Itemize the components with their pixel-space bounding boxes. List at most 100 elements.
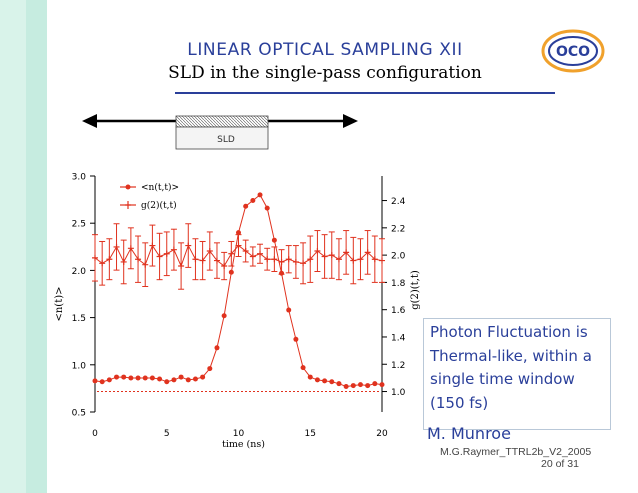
footer-text: M.G.Raymer_TTRL2b_V2_2005 [440, 446, 592, 458]
n-point [99, 379, 105, 385]
n-point [336, 381, 342, 387]
right-tick-label: 1.0 [391, 388, 406, 398]
n-point [300, 365, 306, 371]
n-point [192, 376, 198, 382]
g2-point [328, 252, 335, 259]
g2-point [307, 256, 314, 263]
sld-arrow-right-head [343, 114, 358, 128]
n-point [214, 345, 220, 351]
n-point [200, 374, 206, 380]
g2-point [92, 254, 98, 261]
g2-point [221, 263, 228, 270]
sld-diagram: SLD [82, 114, 358, 150]
g2-point [249, 253, 256, 260]
g2-point [350, 257, 357, 264]
n-point [142, 375, 148, 381]
n-point [114, 374, 120, 380]
x-axis-label: time (ns) [222, 439, 265, 450]
n-point [250, 198, 256, 204]
left-tick-label: 0.5 [72, 409, 86, 419]
g2-point [335, 256, 342, 263]
legend-label-g2: g(2)(t,t) [141, 200, 177, 211]
n-point [357, 382, 363, 388]
right-tick-label: 1.2 [391, 361, 405, 371]
oco-logo: OCO [541, 29, 605, 73]
left-tick-label: 2.5 [72, 220, 86, 230]
legend-label-n: <n(t,t)> [141, 182, 179, 193]
logo-text: OCO [556, 44, 590, 60]
n-point [171, 377, 177, 383]
g2-point [228, 250, 235, 257]
g2-point [371, 256, 378, 263]
n-point [106, 377, 112, 383]
g2-point [135, 256, 142, 263]
legend-marker-n [125, 184, 131, 190]
g2-point [106, 256, 113, 263]
n-point [92, 378, 98, 384]
legend-marker-g2 [125, 201, 131, 209]
g2-point [178, 263, 185, 270]
n-point [372, 381, 378, 387]
n-point [293, 336, 299, 342]
n-point [149, 375, 155, 381]
g2-point [271, 256, 278, 263]
n-point [207, 366, 213, 372]
x-tick-label: 5 [164, 429, 170, 439]
slide-title: LINEAR OPTICAL SAMPLING XII [187, 40, 463, 60]
g2-point [364, 249, 371, 256]
n-point [322, 378, 328, 384]
n-point [264, 205, 270, 211]
sld-arrow-left-head [82, 114, 97, 128]
n-point [221, 313, 227, 319]
g2-point [206, 248, 213, 255]
g2-point [379, 257, 385, 264]
g2-point [185, 242, 192, 249]
g2-point [99, 260, 106, 267]
right-axis-label: g(2)(t,t) [410, 270, 421, 310]
n-point [307, 374, 313, 380]
g2-point [264, 256, 271, 263]
plot-area: 0.5 1.0 1.5 2.0 2.5 3.0 1.0 1.2 1.4 1.6 1.8 2.0 2.2 2… [54, 173, 421, 451]
n-point [314, 377, 320, 383]
left-axis-label: <n(t)> [54, 286, 65, 321]
note-box: Photon Fluctuation is Thermal-like, with… [423, 318, 611, 430]
n-point [379, 382, 385, 388]
sld-device-top [175, 115, 269, 128]
g2-point [149, 242, 156, 249]
n-point [329, 379, 335, 385]
sld-device-body [175, 126, 269, 150]
g2-point [343, 249, 350, 256]
g2-point [192, 256, 199, 263]
g2-point [113, 243, 120, 250]
right-tick-label: 1.4 [391, 333, 406, 343]
n-point [271, 237, 277, 243]
n-point [157, 376, 163, 382]
right-tick-label: 1.8 [391, 279, 406, 289]
n-point [121, 374, 127, 380]
right-tick-label: 1.6 [391, 306, 406, 316]
author-name: M. Munroe [427, 424, 511, 443]
n-point [228, 269, 234, 275]
g2-point [285, 256, 292, 263]
x-tick-label: 15 [305, 429, 316, 439]
n-series-line [94, 194, 383, 388]
n-point [365, 383, 371, 389]
g2-point [357, 256, 364, 263]
right-tick-label: 2.2 [391, 224, 405, 234]
g2-point [156, 253, 163, 260]
g2-point [120, 258, 127, 265]
n-point [178, 374, 184, 380]
legend-box [117, 178, 187, 214]
slide-subtitle: SLD in the single-pass configuration [168, 63, 482, 83]
title-rule [175, 92, 555, 94]
n-point [279, 270, 285, 276]
g2-point [199, 257, 206, 264]
g2-point [127, 245, 134, 252]
left-decor-accent [26, 0, 47, 493]
n-point [286, 307, 292, 313]
g2-point [300, 260, 307, 267]
left-tick-label: 1.5 [72, 314, 86, 324]
right-tick-label: 2.4 [391, 197, 406, 207]
x-tick-label: 0 [92, 429, 98, 439]
